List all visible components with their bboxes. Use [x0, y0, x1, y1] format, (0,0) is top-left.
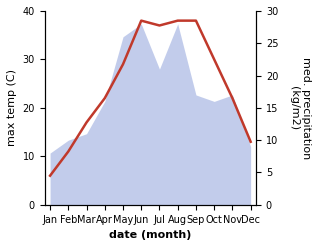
Y-axis label: max temp (C): max temp (C) [7, 69, 17, 146]
X-axis label: date (month): date (month) [109, 230, 191, 240]
Y-axis label: med. precipitation
(kg/m2): med. precipitation (kg/m2) [289, 57, 311, 159]
